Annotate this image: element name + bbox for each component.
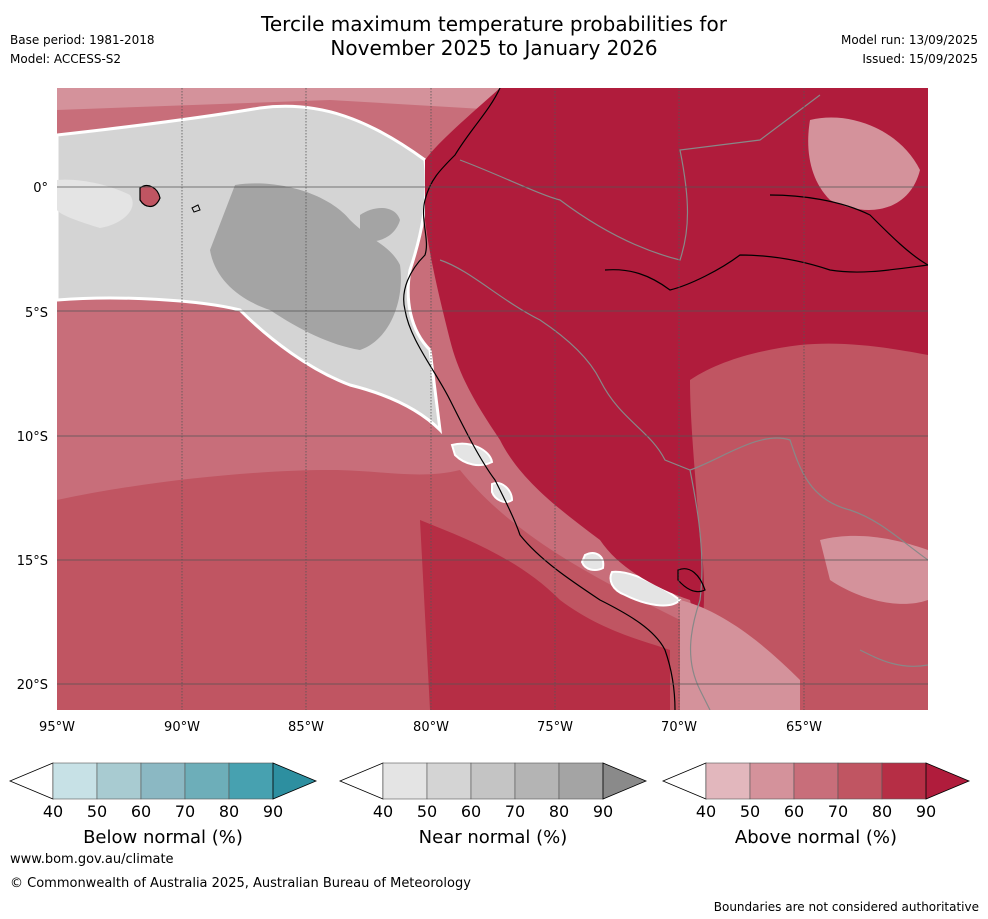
colorbar-1: 40 50 60 70 80 90 Below normal (%) [8, 762, 318, 848]
base-period: Base period: 1981-2018 [10, 33, 155, 47]
colorbar-tick-label: 40 [43, 802, 63, 821]
land-south-east-region [690, 343, 928, 710]
colorbar-min-arrow [8, 762, 54, 800]
colorbar-tick-label: 40 [373, 802, 393, 821]
colorbar-swatch [837, 762, 883, 800]
south-east-light-region [820, 535, 928, 604]
graticule [57, 88, 928, 710]
lon-label: 85°W [288, 720, 324, 735]
colorbar-tick-label: 50 [740, 802, 760, 821]
colorbar-swatch [96, 762, 142, 800]
galapagos-islet [191, 204, 201, 213]
lat-label: 0° [33, 181, 48, 196]
colorbar-swatch [705, 762, 751, 800]
coastal-near-normal-2 [491, 482, 514, 503]
colorbar-swatch [426, 762, 472, 800]
near-normal-70-region [210, 183, 401, 350]
issued-date: Issued: 15/09/2025 [862, 52, 978, 66]
lon-label: 70°W [661, 720, 697, 735]
border-lines-north [459, 94, 821, 261]
colorbar-tick-label: 50 [87, 802, 107, 821]
colorbar-tick-label: 60 [784, 802, 804, 821]
coastal-80-90-region [420, 520, 670, 710]
colorbar-swatch [470, 762, 516, 800]
footer-note: Boundaries are not considered authoritat… [713, 900, 979, 914]
title-line-1: Tercile maximum temperature probabilitie… [261, 12, 727, 36]
negro-river [769, 194, 928, 266]
colorbar-tick-label: 90 [263, 802, 283, 821]
colorbar-tick-label: 40 [696, 802, 716, 821]
footer-url: www.bom.gov.au/climate [10, 852, 174, 867]
longitude-labels: 95°W 90°W 85°W 80°W 75°W 70°W 65°W [39, 720, 822, 735]
colorbar-tick-label: 80 [549, 802, 569, 821]
border-lines-se [859, 649, 928, 667]
colorbar-max-arrow [602, 762, 648, 800]
map-area [57, 88, 928, 710]
colorbar-swatch [558, 762, 604, 800]
lat-label: 20°S [17, 678, 48, 693]
border-lines-south [689, 469, 711, 710]
colorbar-swatch [184, 762, 230, 800]
colorbar-swatch [52, 762, 98, 800]
lat-label: 15°S [17, 554, 48, 569]
colorbar-label: Above normal (%) [735, 827, 897, 848]
lon-label: 65°W [786, 720, 822, 735]
footer-copyright: © Commonwealth of Australia 2025, Austra… [10, 876, 471, 891]
near-normal-patch [360, 208, 400, 242]
lake-titicaca [677, 568, 706, 593]
colorbar-swatch [749, 762, 795, 800]
colorbar-tick-label: 90 [916, 802, 936, 821]
colorbar-tick-label: 70 [828, 802, 848, 821]
colorbar-tick-label: 50 [417, 802, 437, 821]
border-lines-central [439, 259, 928, 561]
colorbar-max-arrow [925, 762, 971, 800]
lon-label: 80°W [413, 720, 449, 735]
colorbar-swatch [881, 762, 927, 800]
colorbar-max-arrow [272, 762, 318, 800]
map-title: Tercile maximum temperature probabilitie… [0, 12, 988, 60]
colorbar-tick-label: 60 [461, 802, 481, 821]
amazon-river [604, 254, 928, 291]
near-normal-40-region [57, 179, 133, 228]
model-name: Model: ACCESS-S2 [10, 52, 122, 66]
colorbar-2: 40 50 60 70 80 90 Near normal (%) [338, 762, 648, 848]
colorbar-swatch [228, 762, 274, 800]
colorbar-label: Below normal (%) [83, 827, 243, 848]
model-run: Model run: 13/09/2025 [840, 33, 978, 47]
colorbar-min-arrow [338, 762, 384, 800]
colorbar-swatch [140, 762, 186, 800]
lon-label: 95°W [39, 720, 75, 735]
lon-label: 90°W [164, 720, 200, 735]
coastal-near-normal-4 [609, 570, 682, 607]
colorbar-3: 40 50 60 70 80 90 Above normal (%) [661, 762, 971, 848]
north-strip-region [57, 88, 510, 110]
colorbar-label: Near normal (%) [419, 827, 568, 848]
colorbar-tick-label: 90 [593, 802, 613, 821]
colorbar-tick-label: 70 [505, 802, 525, 821]
colorbar-tick-label: 80 [872, 802, 892, 821]
lon-label: 75°W [537, 720, 573, 735]
coastal-near-normal-3 [580, 552, 605, 571]
latitude-labels: 0° 5°S 10°S 15°S 20°S [17, 181, 48, 693]
lat-label: 5°S [25, 306, 48, 321]
title-line-2: November 2025 to January 2026 [330, 36, 658, 60]
colorbar-tick-label: 60 [131, 802, 151, 821]
galapagos-islands [139, 185, 161, 208]
colorbar-tick-label: 70 [175, 802, 195, 821]
altiplano-region [680, 600, 800, 710]
colorbar-tick-label: 80 [219, 802, 239, 821]
colorbar-swatch [793, 762, 839, 800]
coastline [403, 88, 676, 710]
colorbar-swatch [382, 762, 428, 800]
colorbar-legend: 40 50 60 70 80 90 Below normal (%) 40 50 60 70 80 90… [8, 762, 971, 848]
lat-label: 10°S [17, 430, 48, 445]
colorbar-swatch [514, 762, 560, 800]
colorbar-min-arrow [661, 762, 707, 800]
